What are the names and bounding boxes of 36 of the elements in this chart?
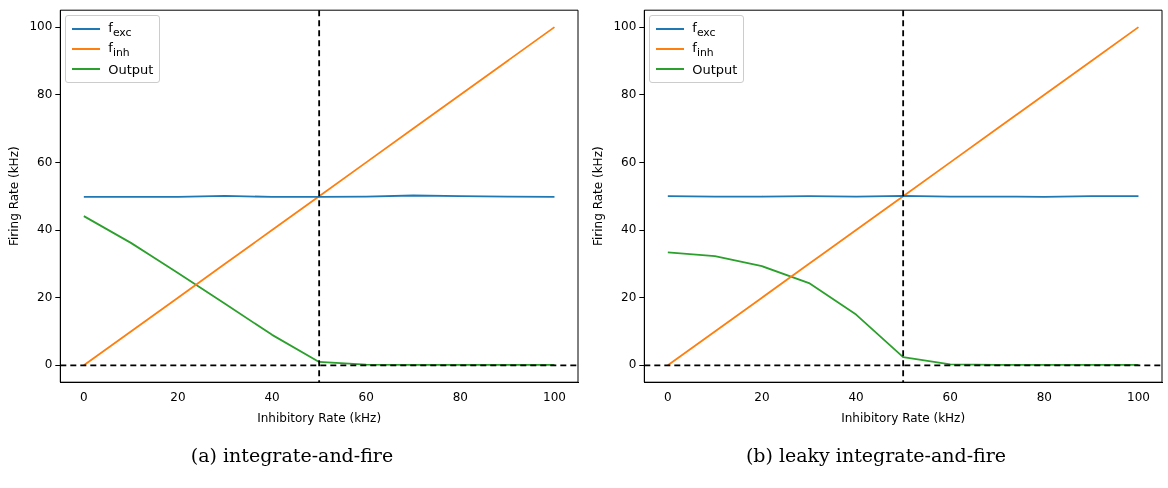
x-tick-label: 60: [358, 389, 374, 404]
text: (b) leaky integrate-and-fire: [744, 444, 1008, 466]
x-tick-label: 20: [170, 389, 186, 404]
y-tick-label: 80: [621, 86, 637, 101]
x-tick-label: 100: [1127, 389, 1150, 404]
y-tick-label: 100: [29, 19, 53, 34]
x-tick-label: 40: [848, 389, 864, 404]
y-tick-label: 0: [44, 357, 53, 372]
text: (a) integrate-and-fire: [189, 444, 395, 466]
x-tick-label: 20: [754, 389, 770, 404]
legend-label: f$_{inh}$: [108, 39, 130, 59]
legend-label: f$_{inh}$: [692, 39, 714, 59]
x-axis-title: Inhibitory Rate (kHz): [841, 410, 966, 425]
y-tick-label: 20: [37, 289, 53, 304]
x-tick-label: 80: [452, 389, 468, 404]
x-tick-label: 80: [1036, 389, 1052, 404]
y-tick-label: 60: [621, 154, 637, 169]
y-tick-label: 100: [613, 19, 637, 34]
legend-label: f$_{exc}$: [108, 19, 132, 39]
y-tick-label: 20: [621, 289, 637, 304]
y-tick-label: 0: [628, 357, 637, 372]
y-tick-label: 40: [37, 222, 53, 237]
y-tick-label: 40: [621, 222, 637, 237]
y-axis-title: Firing Rate (kHz): [7, 146, 22, 247]
x-tick-label: 100: [543, 389, 566, 404]
x-tick-label: 40: [264, 389, 280, 404]
y-tick-label: 60: [37, 154, 53, 169]
x-tick-label: 0: [80, 389, 88, 404]
legend-label: Output: [108, 61, 154, 77]
y-axis-title: Firing Rate (kHz): [591, 146, 606, 247]
legend-label: Output: [692, 61, 738, 77]
y-tick-label: 80: [37, 86, 53, 101]
legend-label: f$_{exc}$: [692, 19, 716, 39]
x-axis-title: Inhibitory Rate (kHz): [257, 410, 382, 425]
x-tick-label: 60: [942, 389, 958, 404]
x-tick-label: 0: [664, 389, 672, 404]
